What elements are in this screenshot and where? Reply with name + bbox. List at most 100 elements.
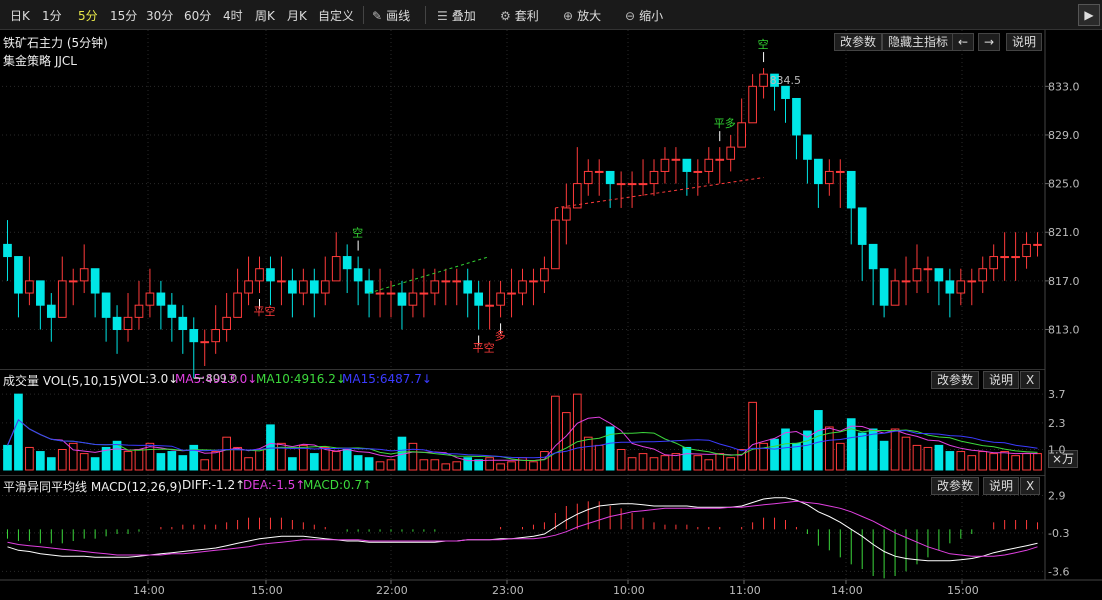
panel-button[interactable]: 改参数 — [931, 477, 980, 495]
panel-button[interactable]: 说明 — [983, 477, 1020, 495]
candle-body — [375, 292, 385, 295]
tool-pencil-button[interactable]: ✎ 画线 — [372, 7, 410, 24]
period-tab[interactable]: 15分 — [110, 9, 138, 23]
candle-body — [79, 268, 89, 282]
y-axis-label: 813.0 — [1048, 324, 1080, 337]
candle-body — [123, 316, 133, 331]
period-tab[interactable]: 30分 — [146, 9, 174, 23]
x-axis-label: 14:00 — [133, 584, 165, 597]
panel-button[interactable]: 隐藏主指标 — [882, 33, 955, 51]
volume-bar — [57, 449, 67, 471]
candle-body — [309, 280, 319, 294]
toolbar: 日K 1分 5分 15分 30分 60分 4时 周K 月K 自定义 ✎ 画线 ☰ 叠加 ⚙ 套利 ⊕ 放大 ⊖ 缩小… — [0, 0, 1102, 30]
y-axis-label: 817.0 — [1048, 275, 1080, 288]
candle-body — [463, 280, 473, 294]
candle-body — [693, 170, 703, 173]
volume-bar — [967, 455, 977, 471]
macd-axis-label: 2.9 — [1048, 490, 1066, 503]
candle-body — [846, 170, 856, 209]
panel-button[interactable]: ← — [952, 33, 975, 51]
volume-bar — [912, 444, 922, 471]
x-axis-label: 15:00 — [947, 584, 979, 597]
tool-label: 放大 — [577, 9, 602, 23]
candle-body — [211, 329, 221, 343]
candle-body — [572, 183, 582, 209]
panel-button[interactable]: 说明 — [983, 371, 1020, 389]
candle-body — [978, 268, 988, 282]
period-tab[interactable]: 5分 — [78, 9, 98, 23]
volume-unit-button[interactable]: ×万 — [1048, 450, 1079, 468]
volume-bar — [288, 457, 297, 471]
instrument-title: 铁矿石主力 (5分钟) — [3, 36, 108, 50]
volume-bar — [978, 451, 988, 471]
volume-axis-label: 2.3 — [1048, 417, 1066, 430]
period-tab[interactable]: 月K — [287, 9, 307, 23]
panel-button[interactable]: → — [978, 33, 1001, 51]
signal-label: 平空 — [254, 304, 276, 318]
panel-button[interactable]: X — [1020, 371, 1041, 389]
volume-bar — [529, 461, 538, 471]
candle-body — [1022, 243, 1031, 258]
candle-body — [605, 170, 615, 185]
macd-divider — [0, 475, 1045, 476]
volume-bar — [572, 393, 582, 471]
period-tab[interactable]: 日K — [10, 9, 30, 23]
candle-body — [967, 280, 977, 283]
tool-gear-button[interactable]: ⚙ 套利 — [500, 7, 539, 24]
period-tab[interactable]: 4时 — [223, 9, 243, 23]
candle-body — [474, 292, 484, 306]
volume-bar — [46, 457, 56, 471]
strategy-label: 集金策略 JJCL — [3, 54, 77, 68]
candle-body — [814, 158, 823, 185]
volume-bar — [36, 451, 45, 471]
candle-body — [792, 97, 801, 136]
toolbar-separator — [363, 6, 364, 24]
panel-button[interactable]: X — [1020, 477, 1041, 495]
volume-bar — [112, 440, 122, 471]
candle-body — [529, 280, 538, 283]
signal-label: 多 — [495, 328, 506, 342]
volume-label: 成交量 VOL(5,10,15) — [3, 374, 123, 388]
candle-body — [46, 304, 56, 318]
candle-body — [824, 170, 834, 185]
period-tab[interactable]: 1分 — [42, 9, 62, 23]
vol-ma15: MA15:6487.7↓ — [342, 372, 432, 386]
candle-body — [638, 183, 648, 186]
candle-body — [759, 73, 768, 87]
period-tab[interactable]: 60分 — [184, 9, 212, 23]
volume-bar — [189, 444, 199, 471]
volume-bar — [1022, 453, 1031, 471]
volume-bar — [244, 457, 253, 471]
period-tab[interactable]: 周K — [255, 9, 275, 23]
high-price-label: 834.5 — [770, 74, 802, 87]
candle-body — [770, 73, 779, 87]
candle-body — [452, 280, 462, 283]
volume-bar — [682, 446, 692, 471]
tool-label: 套利 — [514, 9, 539, 23]
volume-bar — [583, 436, 593, 471]
volume-bar — [846, 418, 856, 471]
volume-bar — [25, 446, 34, 471]
candle-body — [397, 292, 407, 306]
gear-icon: ⚙ — [500, 9, 511, 23]
expand-arrow-button[interactable]: ▶ — [1078, 4, 1100, 26]
candle-body — [627, 183, 637, 186]
candle-body — [890, 280, 900, 306]
panel-button[interactable]: 改参数 — [931, 371, 980, 389]
volume-bar — [14, 393, 23, 471]
volume-bar — [835, 442, 845, 471]
volume-bar — [890, 428, 900, 471]
candle-body — [145, 292, 155, 306]
tool-zoom-out-button[interactable]: ⊖ 缩小 — [625, 7, 663, 24]
candle-body — [901, 280, 911, 283]
panel-button[interactable]: 说明 — [1006, 33, 1043, 51]
period-tab[interactable]: 自定义 — [318, 9, 355, 23]
pencil-icon: ✎ — [372, 9, 383, 23]
tool-zoom-in-button[interactable]: ⊕ 放大 — [563, 7, 601, 24]
candle-body — [342, 256, 352, 270]
x-axis-label: 15:00 — [251, 584, 283, 597]
candle-body — [90, 268, 100, 294]
tool-stack-button[interactable]: ☰ 叠加 — [437, 7, 476, 24]
volume-bar — [814, 410, 823, 471]
